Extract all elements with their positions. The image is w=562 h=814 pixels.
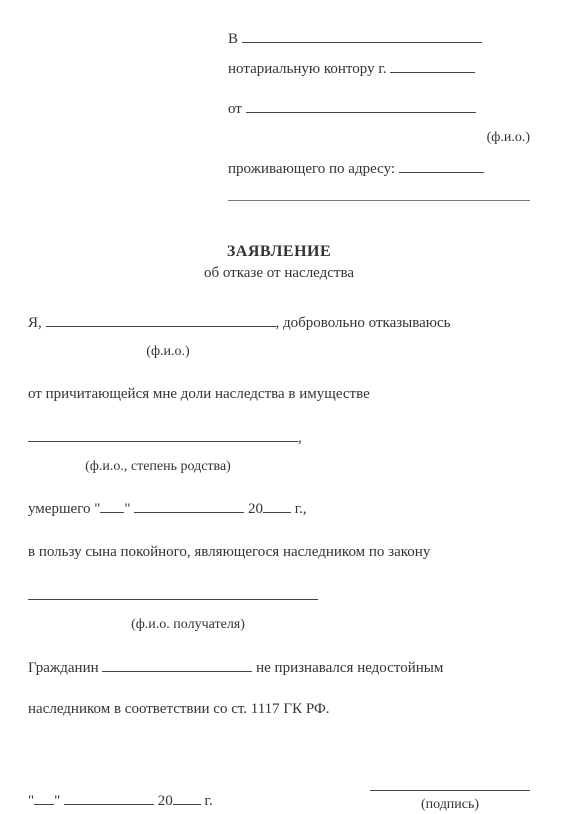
body-line-5: Гражданин не признавался недостойным xyxy=(28,657,530,679)
relation-caption: (ф.и.о., степень родства) xyxy=(28,457,288,477)
signature-line xyxy=(370,790,530,791)
address-label: проживающего по адресу: xyxy=(228,161,395,177)
death-date-line: умершего " " 20 г., xyxy=(28,498,530,520)
death-year-prefix: 20 xyxy=(248,501,263,517)
body-line-2: от причитающейся мне доли наследства в и… xyxy=(28,384,530,405)
title-sub: об отказе от наследства xyxy=(28,263,530,284)
fd-day-blank xyxy=(34,790,54,805)
signature-caption: (подпись) xyxy=(370,795,530,814)
l5-prefix: Гражданин xyxy=(28,660,99,676)
footer-signature: (подпись) xyxy=(370,790,530,814)
citizen-blank xyxy=(102,657,252,672)
recipient-blank xyxy=(28,585,318,600)
to-city-blank xyxy=(390,58,475,73)
fd-month-blank xyxy=(64,790,154,805)
death-prefix: умершего " xyxy=(28,501,100,517)
body-line-1: Я, , добровольно отказываюсь xyxy=(28,312,530,334)
from-blank xyxy=(246,98,476,113)
l1-fio-caption: (ф.и.о.) xyxy=(28,342,308,362)
l1-prefix: Я, xyxy=(28,315,42,331)
title-main: ЗАЯВЛЕНИЕ xyxy=(28,241,530,263)
to-line-1: В xyxy=(228,28,530,50)
to-prefix: В xyxy=(228,31,238,47)
fd-year-prefix: 20 xyxy=(158,793,173,809)
address-line: проживающего по адресу: xyxy=(228,158,530,180)
death-suffix: г., xyxy=(295,501,307,517)
relation-comma: , xyxy=(298,430,302,446)
from-prefix: от xyxy=(228,101,242,117)
death-day-blank xyxy=(100,498,124,513)
header-recipient-block: В нотариальную контору г. от (ф.и.о.) пр… xyxy=(228,28,530,201)
body-line-3: , xyxy=(28,427,530,449)
recipient-blank-line xyxy=(28,585,530,607)
footer: "" 20 г. (подпись) xyxy=(28,790,530,814)
fd-year-blank xyxy=(173,790,201,805)
title-block: ЗАЯВЛЕНИЕ об отказе от наследства xyxy=(28,241,530,284)
to-line-2: нотариальную контору г. xyxy=(228,58,530,80)
header-divider xyxy=(228,200,530,201)
fd-q2: " xyxy=(54,793,60,809)
l1-suffix: , добровольно отказываюсь xyxy=(276,315,451,331)
l5-suffix: не признавался недостойным xyxy=(256,660,443,676)
body-line-4: в пользу сына покойного, являющегося нас… xyxy=(28,542,530,563)
death-year-blank xyxy=(263,498,291,513)
death-mid: " xyxy=(124,501,130,517)
l1-name-blank xyxy=(46,312,276,327)
body-line-6: наследником в соответствии со ст. 1117 Г… xyxy=(28,699,530,720)
from-line: от xyxy=(228,98,530,120)
address-blank xyxy=(399,158,484,173)
fd-suffix: г. xyxy=(205,793,213,809)
death-month-blank xyxy=(134,498,244,513)
to-notary-label: нотариальную контору г. xyxy=(228,61,387,77)
recipient-caption: (ф.и.о. получателя) xyxy=(68,615,308,635)
to-blank-1 xyxy=(242,28,482,43)
relation-blank xyxy=(28,427,298,442)
footer-date: "" 20 г. xyxy=(28,790,213,812)
from-fio-caption: (ф.и.о.) xyxy=(228,128,530,148)
